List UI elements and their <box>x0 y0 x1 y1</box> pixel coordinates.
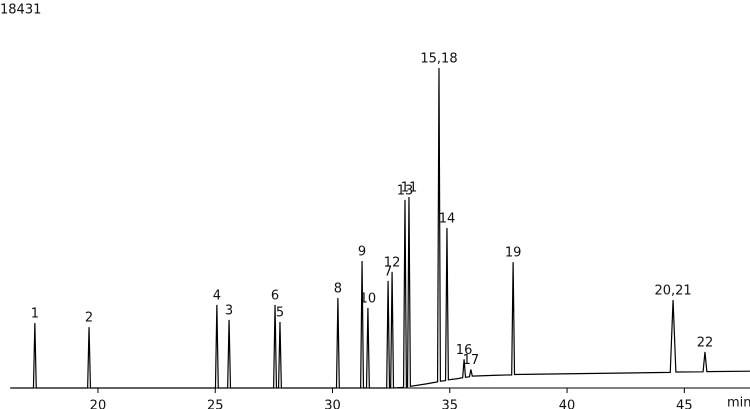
peak-label: 20,21 <box>654 284 691 299</box>
peak-label: 10 <box>360 292 377 307</box>
peak-label: 12 <box>384 255 401 270</box>
peak-label: 17 <box>463 353 480 368</box>
peak-label: 16 <box>456 343 473 358</box>
peak-label: 2 <box>85 311 93 326</box>
peak-label: 6 <box>271 288 279 303</box>
x-tick-label: 25 <box>207 399 224 409</box>
peak-label: 9 <box>358 245 366 260</box>
peak-label: 13 <box>397 183 414 198</box>
x-tick-label: 35 <box>442 399 459 409</box>
y-tick-label: 18431 <box>0 3 41 18</box>
peak-label: 1 <box>31 306 39 321</box>
peak-label: 22 <box>697 335 714 350</box>
peak-label: 11 <box>401 181 418 196</box>
x-axis-label: min <box>727 396 750 409</box>
peak-label: 8 <box>334 281 342 296</box>
x-tick-label: 30 <box>324 399 341 409</box>
peak-label: 7 <box>384 264 392 279</box>
peak-label: 15,18 <box>420 52 457 67</box>
x-tick-label: 20 <box>90 399 107 409</box>
peak-label: 19 <box>505 246 522 261</box>
x-tick-label: 45 <box>676 399 693 409</box>
peak-label: 4 <box>213 288 221 303</box>
peak-label: 3 <box>225 303 233 318</box>
peak-label: 14 <box>439 212 456 227</box>
peak-label: 5 <box>276 305 284 320</box>
x-tick-label: 40 <box>559 399 576 409</box>
signal-trace <box>11 68 750 389</box>
